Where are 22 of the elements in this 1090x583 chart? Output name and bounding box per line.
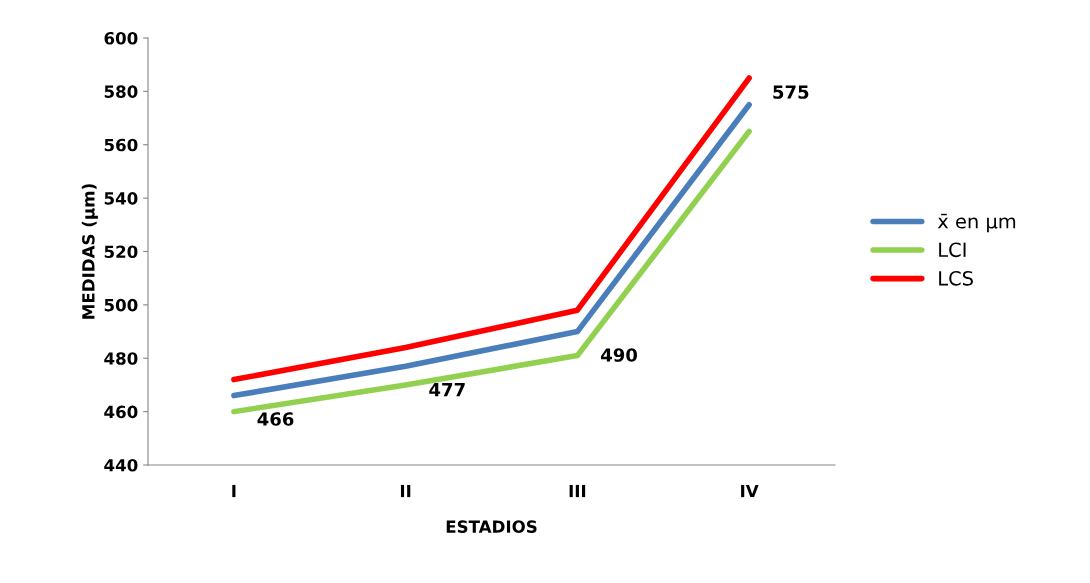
y-axis-title: MEDIDAS (µm): [81, 184, 98, 319]
data-label: 490: [601, 348, 638, 362]
y-tick-label: 460: [104, 405, 138, 419]
legend-label: LCI: [939, 242, 966, 258]
y-tick-label: 440: [104, 458, 138, 472]
y-tick-label: 580: [104, 85, 138, 98]
data-label: 575: [773, 85, 809, 99]
x-tick-label: I: [232, 484, 236, 498]
legend-label: x̄ en µm: [937, 213, 1016, 233]
y-tick-label: 540: [104, 192, 138, 205]
y-tick-label: 600: [104, 31, 138, 45]
x-tick-label: II: [400, 484, 411, 498]
data-label: 477: [429, 383, 465, 397]
legend-label: LCS: [939, 270, 973, 286]
y-tick-label: 560: [104, 138, 138, 152]
y-tick-label: 520: [104, 245, 138, 259]
x-tick-label: IV: [741, 484, 759, 498]
data-label: 466: [257, 412, 294, 426]
x-axis-title: ESTADIOS: [446, 520, 537, 533]
y-tick-label: 500: [104, 298, 138, 312]
x-tick-label: III: [569, 484, 586, 498]
y-tick-label: 480: [104, 352, 138, 365]
